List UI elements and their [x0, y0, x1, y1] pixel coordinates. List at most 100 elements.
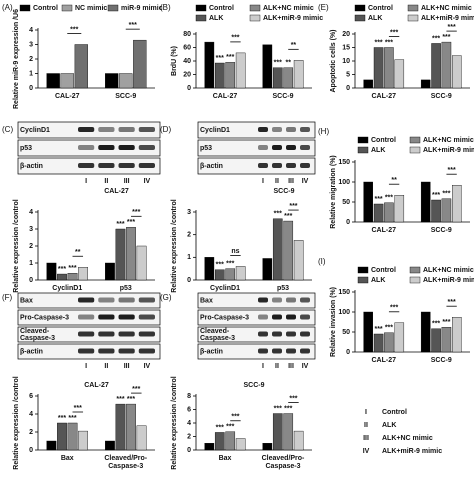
bar	[225, 268, 236, 281]
bar	[452, 184, 462, 223]
legend-label: miR-9 mimic	[121, 5, 163, 12]
x-tick-label: SCC-9	[431, 227, 452, 234]
y-tick-label: 1	[29, 70, 33, 77]
y-axis-label: Relative expression /control	[13, 376, 20, 469]
blot-row-label: Caspase-3	[200, 335, 235, 342]
significance: ***	[289, 203, 297, 210]
y-tick-label: 0	[187, 85, 191, 92]
significance: **	[75, 249, 81, 256]
chart-title: SCC-9	[243, 382, 264, 389]
bar	[293, 430, 304, 451]
blot-band	[78, 127, 95, 132]
bar	[105, 262, 115, 281]
panel-label: (B)	[160, 3, 171, 12]
blot-frame	[197, 309, 316, 326]
y-tick-label: 4	[187, 420, 191, 427]
bar	[272, 218, 283, 281]
significance: ***	[448, 24, 456, 31]
bar	[363, 311, 373, 353]
significance: ***	[274, 211, 282, 218]
bar	[136, 425, 147, 451]
significance: ***	[442, 319, 450, 326]
significance: ***	[116, 221, 124, 228]
significance: ***	[58, 266, 66, 273]
bar	[373, 333, 384, 353]
blot-band	[300, 331, 310, 337]
chart-title: CAL-27	[84, 382, 109, 389]
blot-row-label: CyclinD1	[20, 127, 50, 134]
blot-band	[300, 163, 310, 168]
significance: ***	[385, 39, 393, 46]
legend-swatch	[409, 136, 421, 144]
bar	[363, 181, 373, 223]
x-tick-label: CyclinD1	[210, 285, 240, 292]
blot-row-label: Caspase-3	[20, 335, 55, 342]
panel-label: (E)	[318, 3, 329, 12]
key-label: ALK+miR-9 mimic	[382, 448, 442, 455]
panel-label: (F)	[2, 293, 13, 302]
bar	[204, 41, 215, 89]
blot-band	[138, 331, 155, 337]
y-axis-label: Relative miR-9 expression /U6	[13, 9, 20, 109]
blot-band	[138, 127, 155, 132]
blot-band	[98, 127, 115, 132]
y-tick-label: 40	[183, 58, 191, 65]
significance: ***	[448, 167, 456, 174]
y-tick-label: 10	[342, 58, 350, 65]
blot-row-label: β-actin	[200, 163, 223, 170]
legend-label: Control	[371, 137, 396, 144]
panel-label: (G)	[160, 293, 172, 302]
blot-band	[300, 314, 310, 320]
significance: ***	[216, 424, 224, 431]
significance: ***	[231, 414, 239, 421]
legend-label: NC mimic	[75, 5, 107, 12]
bar	[431, 199, 441, 223]
bar	[67, 273, 78, 281]
significance: ***	[216, 55, 224, 62]
blot-band	[272, 297, 282, 303]
legend-label: ALK+miR-9 mimic	[423, 277, 474, 284]
blot-band	[118, 297, 135, 303]
blot-frame	[197, 157, 316, 175]
legend-label: ALK	[368, 15, 382, 22]
blot-band	[300, 297, 310, 303]
legend-swatch	[409, 276, 421, 284]
x-tick-label: SCC-9	[115, 93, 136, 100]
blot-frame	[197, 326, 316, 343]
y-tick-label: 0	[346, 85, 350, 92]
y-axis-label: BrdU (%)	[171, 46, 178, 76]
panel-label: (D)	[160, 125, 171, 134]
legend-swatch	[407, 14, 419, 22]
significance: ***	[226, 424, 234, 431]
bar	[67, 422, 78, 451]
bar	[74, 44, 88, 89]
bar	[293, 240, 304, 281]
bar	[420, 311, 431, 353]
key-label: ALK+NC mimic	[382, 435, 433, 442]
y-tick-label: 3	[187, 209, 191, 216]
legend-label: ALK+NC mimic	[263, 5, 314, 12]
blot-band	[300, 348, 310, 354]
blot-band	[286, 145, 296, 150]
blot-band	[78, 297, 95, 303]
legend-swatch	[357, 136, 369, 144]
blot-band	[78, 145, 95, 150]
blot-band	[98, 314, 115, 320]
bar	[204, 443, 215, 451]
y-tick-label: 3	[29, 226, 33, 233]
legend-swatch	[195, 4, 207, 12]
blot-band	[258, 348, 268, 354]
bar	[441, 327, 452, 353]
blot-label: CAL-27	[104, 188, 129, 195]
blot-band	[272, 145, 282, 150]
y-tick-label: 5	[346, 71, 350, 78]
bar	[136, 245, 147, 281]
bar	[57, 422, 67, 451]
blot-band	[118, 145, 135, 150]
bar	[394, 194, 405, 223]
lane-label: II	[104, 363, 108, 370]
significance: ***	[70, 26, 78, 33]
bar	[214, 432, 225, 451]
legend-swatch	[409, 146, 421, 154]
key-symbol: I	[365, 409, 367, 416]
